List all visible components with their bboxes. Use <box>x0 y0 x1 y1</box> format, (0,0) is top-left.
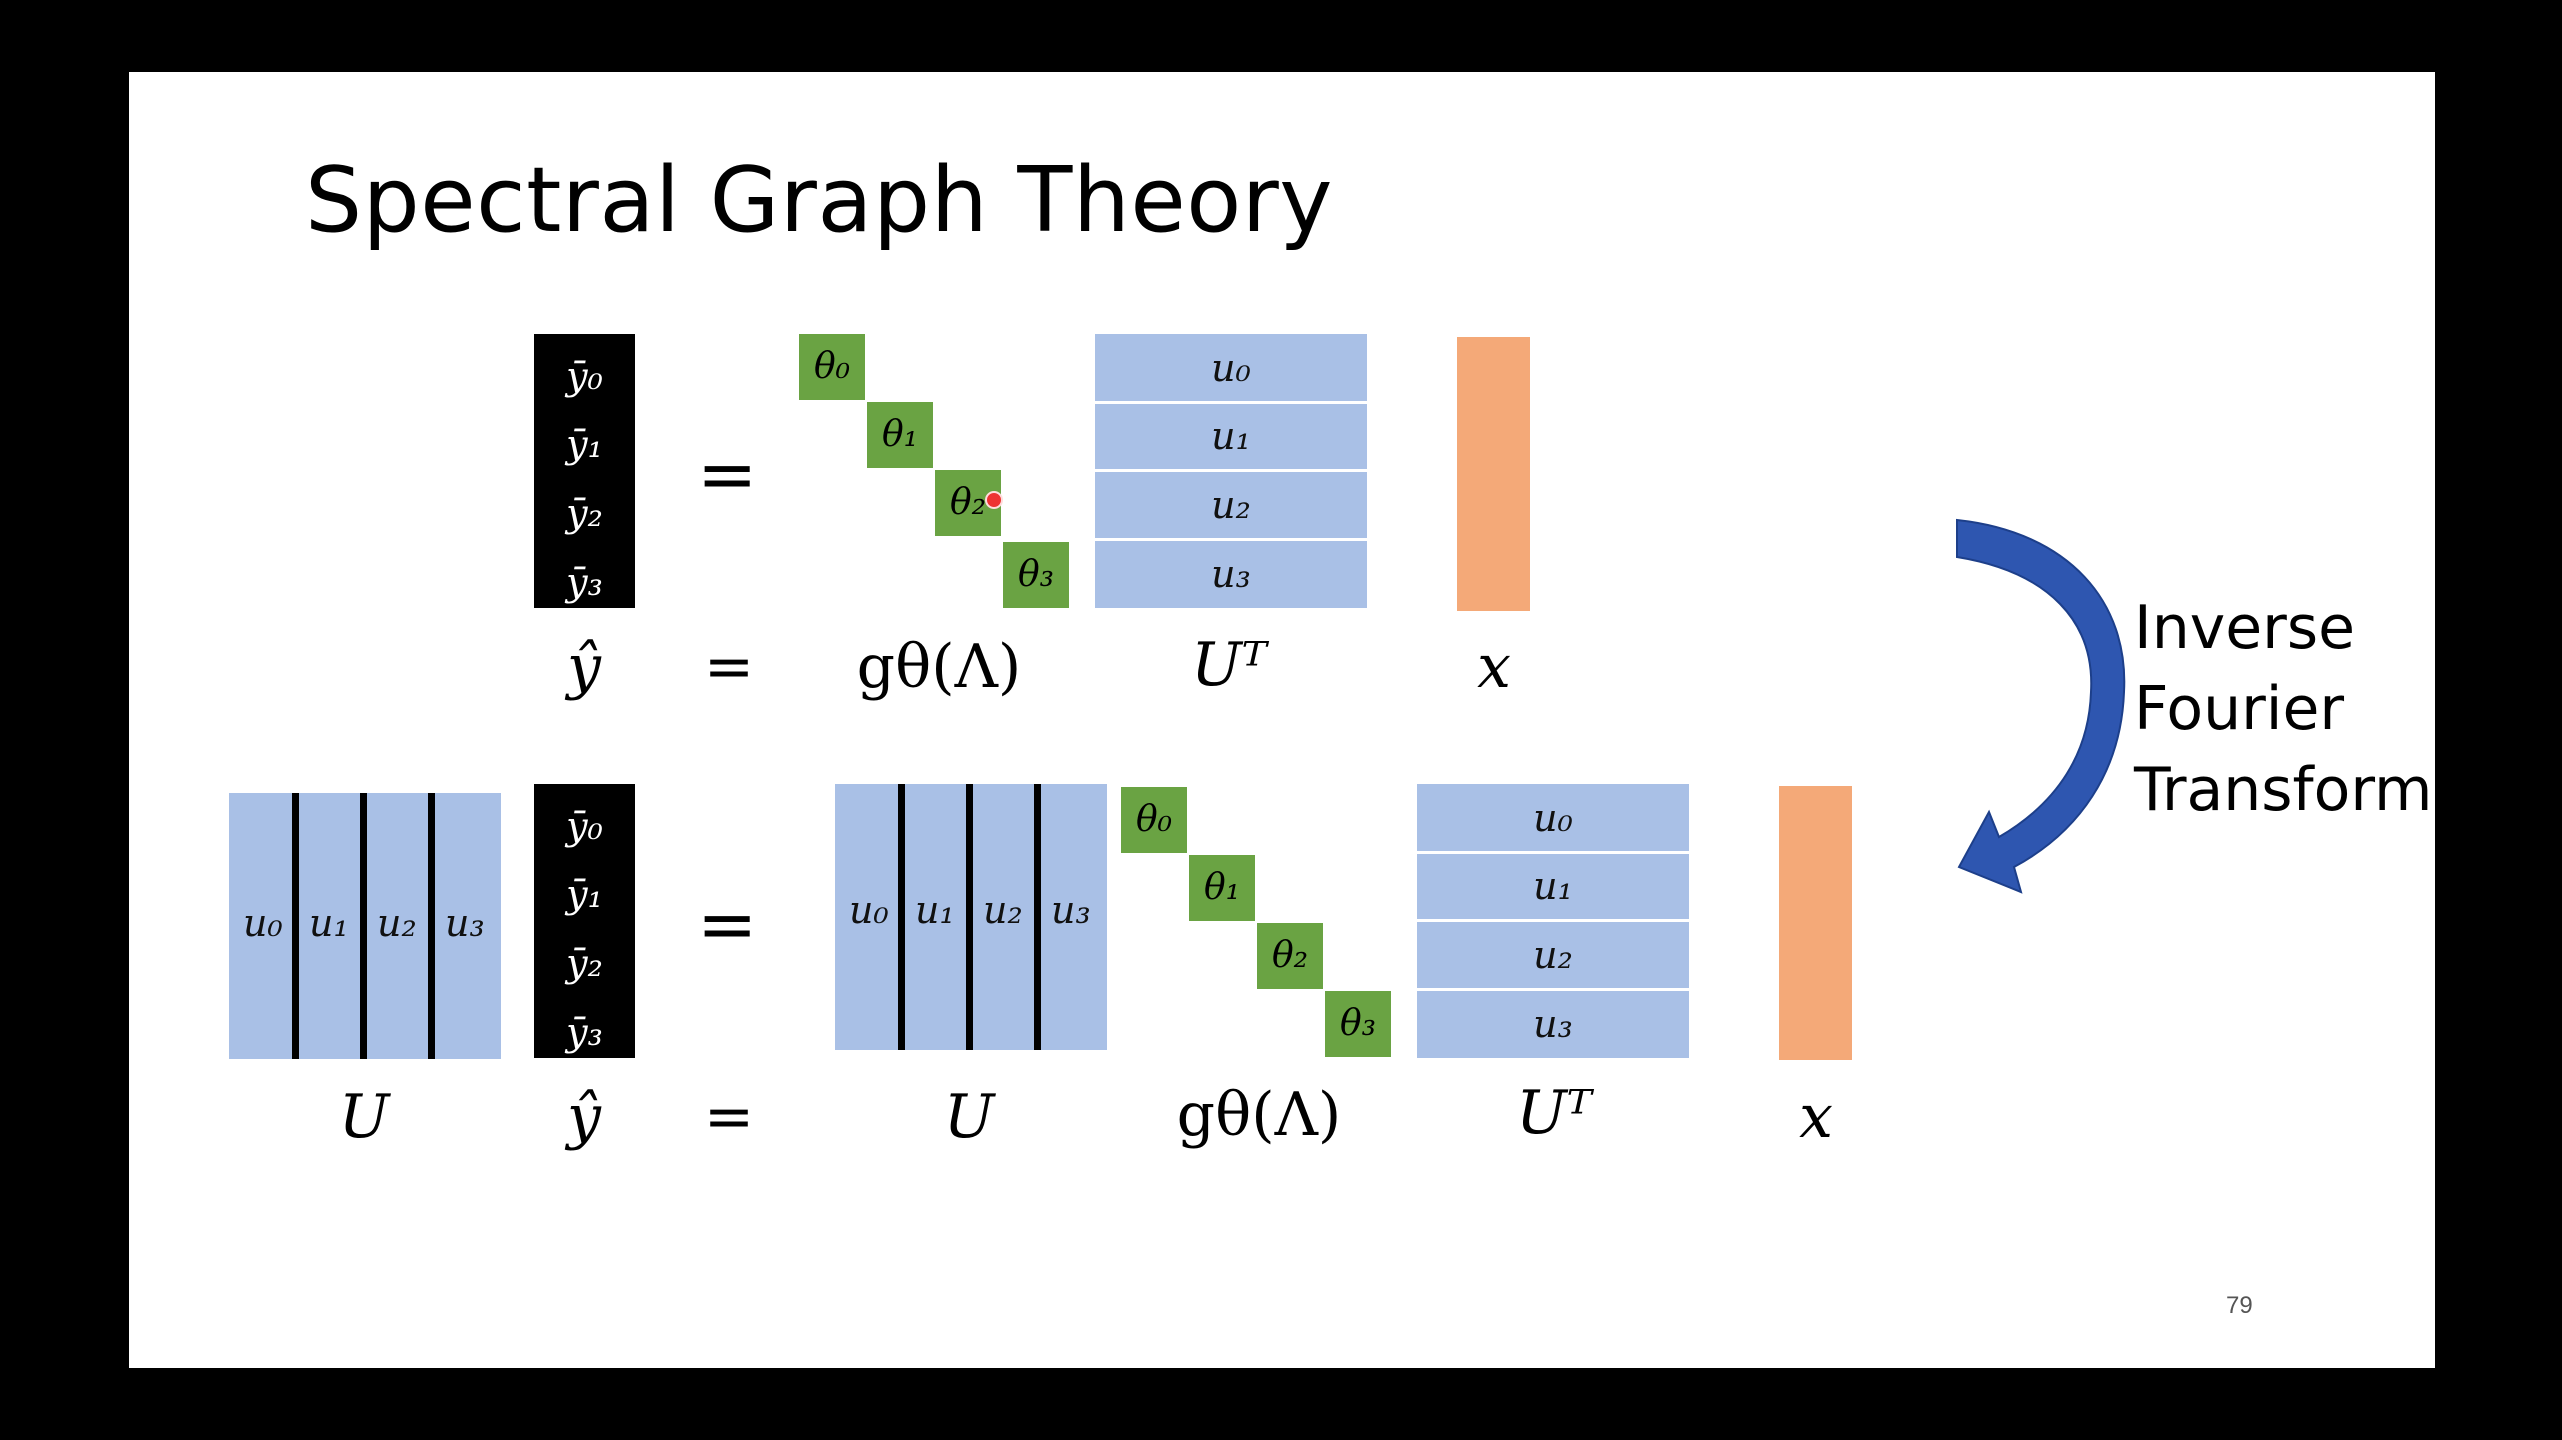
bottom-theta-cell: θ₂ <box>1257 923 1323 989</box>
slide-title: Spectral Graph Theory <box>305 148 1334 253</box>
bottom-label-u-mid: U <box>943 1082 995 1152</box>
bottom-ut-matrix: u₀ u₁ u₂ u₃ <box>1417 784 1689 1058</box>
top-ut-matrix: u₀ u₁ u₂ u₃ <box>1095 334 1367 608</box>
arrow-label-line: Fourier <box>2134 674 2345 744</box>
top-x-vector <box>1457 337 1530 611</box>
pointer-dot <box>985 491 1003 509</box>
bottom-equals-sign: = <box>697 882 758 966</box>
bottom-u-left-col: u₁ <box>309 901 349 945</box>
bottom-label-g-theta-lambda: gθ(Λ) <box>1176 1080 1342 1150</box>
top-ut-row: u₀ <box>1211 346 1251 390</box>
bottom-y-cell: ȳ₀ <box>566 804 603 848</box>
bottom-u-left-col: u₃ <box>445 901 485 945</box>
bottom-y-cell: ȳ₁ <box>566 872 603 916</box>
bottom-ut-row: u₂ <box>1533 933 1573 977</box>
page-number: 79 <box>2226 1292 2253 1319</box>
bottom-u-left-col: u₀ <box>243 901 283 945</box>
bottom-label-yhat: ŷ <box>567 1082 601 1152</box>
bottom-theta-cell: θ₃ <box>1325 991 1391 1057</box>
top-equals-sign: = <box>697 432 758 516</box>
curved-arrow-icon <box>1956 518 2126 894</box>
bottom-u-matrix-left: u₀ u₁ u₂ u₃ <box>229 793 501 1059</box>
top-label-g-theta-lambda: gθ(Λ) <box>856 632 1022 702</box>
bottom-y-vector: ȳ₀ ȳ₁ ȳ₂ ȳ₃ <box>534 784 635 1058</box>
top-y-cell: ȳ₁ <box>566 422 603 466</box>
top-y-vector: ȳ₀ ȳ₁ ȳ₂ ȳ₃ <box>534 334 635 608</box>
bottom-u-mid-col: u₂ <box>983 888 1023 932</box>
top-label-x: x <box>1477 632 1511 702</box>
bottom-ut-row: u₁ <box>1533 864 1573 908</box>
bottom-theta-cell: θ₁ <box>1189 855 1255 921</box>
arrow-label-line: Transform <box>2134 755 2433 825</box>
arrow-label-line: Inverse <box>2134 593 2355 663</box>
bottom-u-matrix-mid: u₀ u₁ u₂ u₃ <box>835 784 1107 1050</box>
arrow-label: Inverse Fourier Transform <box>2134 588 2432 831</box>
top-label-u-transpose: Uᵀ <box>1191 630 1267 700</box>
bottom-ut-row: u₃ <box>1533 1002 1573 1046</box>
bottom-x-vector <box>1779 786 1852 1060</box>
bottom-label-equals: = <box>703 1082 755 1152</box>
top-ut-row: u₂ <box>1211 483 1251 527</box>
bottom-y-cell: ȳ₂ <box>566 941 603 985</box>
top-theta-cell: θ₀ <box>799 334 865 400</box>
bottom-theta-cell: θ₀ <box>1121 787 1187 853</box>
bottom-label-u-left: U <box>338 1082 390 1152</box>
top-theta-cell: θ₃ <box>1003 542 1069 608</box>
bottom-u-mid-col: u₀ <box>849 888 889 932</box>
bottom-u-left-col: u₂ <box>377 901 417 945</box>
top-label-equals: = <box>703 632 755 702</box>
top-label-yhat: ŷ <box>567 632 601 702</box>
top-theta-cell: θ₁ <box>867 402 933 468</box>
top-y-cell: ȳ₂ <box>566 491 603 535</box>
top-ut-row: u₁ <box>1211 414 1251 458</box>
top-ut-row: u₃ <box>1211 552 1251 596</box>
top-y-cell: ȳ₃ <box>566 560 603 604</box>
bottom-label-x: x <box>1799 1082 1833 1152</box>
bottom-label-u-transpose: Uᵀ <box>1516 1078 1592 1148</box>
bottom-y-cell: ȳ₃ <box>566 1010 603 1054</box>
bottom-u-mid-col: u₁ <box>915 888 955 932</box>
bottom-ut-row: u₀ <box>1533 796 1573 840</box>
slide: Spectral Graph Theory ȳ₀ ȳ₁ ȳ₂ ȳ₃ = θ₀ θ… <box>129 72 2435 1368</box>
bottom-u-mid-col: u₃ <box>1051 888 1091 932</box>
top-y-cell: ȳ₀ <box>566 354 603 398</box>
